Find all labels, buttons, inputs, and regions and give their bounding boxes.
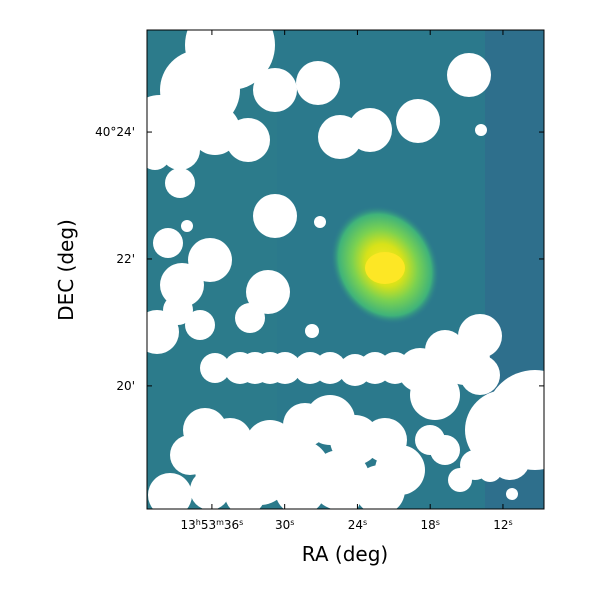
y-axis-label: DEC (deg) xyxy=(54,219,78,321)
y-tick-label: 22' xyxy=(116,252,135,266)
x-axis-label: RA (deg) xyxy=(302,542,388,566)
y-tick-label: 40°24' xyxy=(95,125,135,139)
image xyxy=(147,30,544,509)
plot-frame xyxy=(146,29,545,510)
x-tick-label: 18s xyxy=(420,518,439,533)
y-tick-label: 20' xyxy=(116,379,135,393)
x-tick-label: 12s xyxy=(493,518,512,533)
x-tick-label: 13h53m36s xyxy=(180,518,243,533)
x-tick-label: 24s xyxy=(348,518,367,533)
x-tick-label: 30s xyxy=(275,518,294,533)
